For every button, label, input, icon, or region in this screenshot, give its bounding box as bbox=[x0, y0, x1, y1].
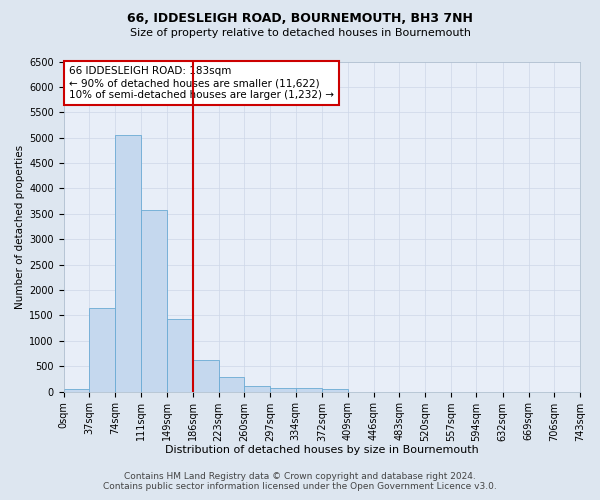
Bar bbox=[141, 210, 167, 392]
X-axis label: Distribution of detached houses by size in Bournemouth: Distribution of detached houses by size … bbox=[165, 445, 479, 455]
Bar bbox=[64, 388, 89, 392]
Y-axis label: Number of detached properties: Number of detached properties bbox=[15, 144, 25, 308]
Bar bbox=[270, 388, 296, 392]
Bar bbox=[244, 386, 270, 392]
Bar bbox=[296, 388, 322, 392]
Text: 66, IDDESLEIGH ROAD, BOURNEMOUTH, BH3 7NH: 66, IDDESLEIGH ROAD, BOURNEMOUTH, BH3 7N… bbox=[127, 12, 473, 26]
Text: Contains HM Land Registry data © Crown copyright and database right 2024.
Contai: Contains HM Land Registry data © Crown c… bbox=[103, 472, 497, 491]
Bar bbox=[322, 389, 348, 392]
Text: Size of property relative to detached houses in Bournemouth: Size of property relative to detached ho… bbox=[130, 28, 470, 38]
Bar bbox=[167, 320, 193, 392]
Bar bbox=[193, 360, 218, 392]
Bar bbox=[218, 378, 244, 392]
Bar bbox=[115, 135, 141, 392]
Bar bbox=[89, 308, 115, 392]
Text: 66 IDDESLEIGH ROAD: 183sqm
← 90% of detached houses are smaller (11,622)
10% of : 66 IDDESLEIGH ROAD: 183sqm ← 90% of deta… bbox=[69, 66, 334, 100]
